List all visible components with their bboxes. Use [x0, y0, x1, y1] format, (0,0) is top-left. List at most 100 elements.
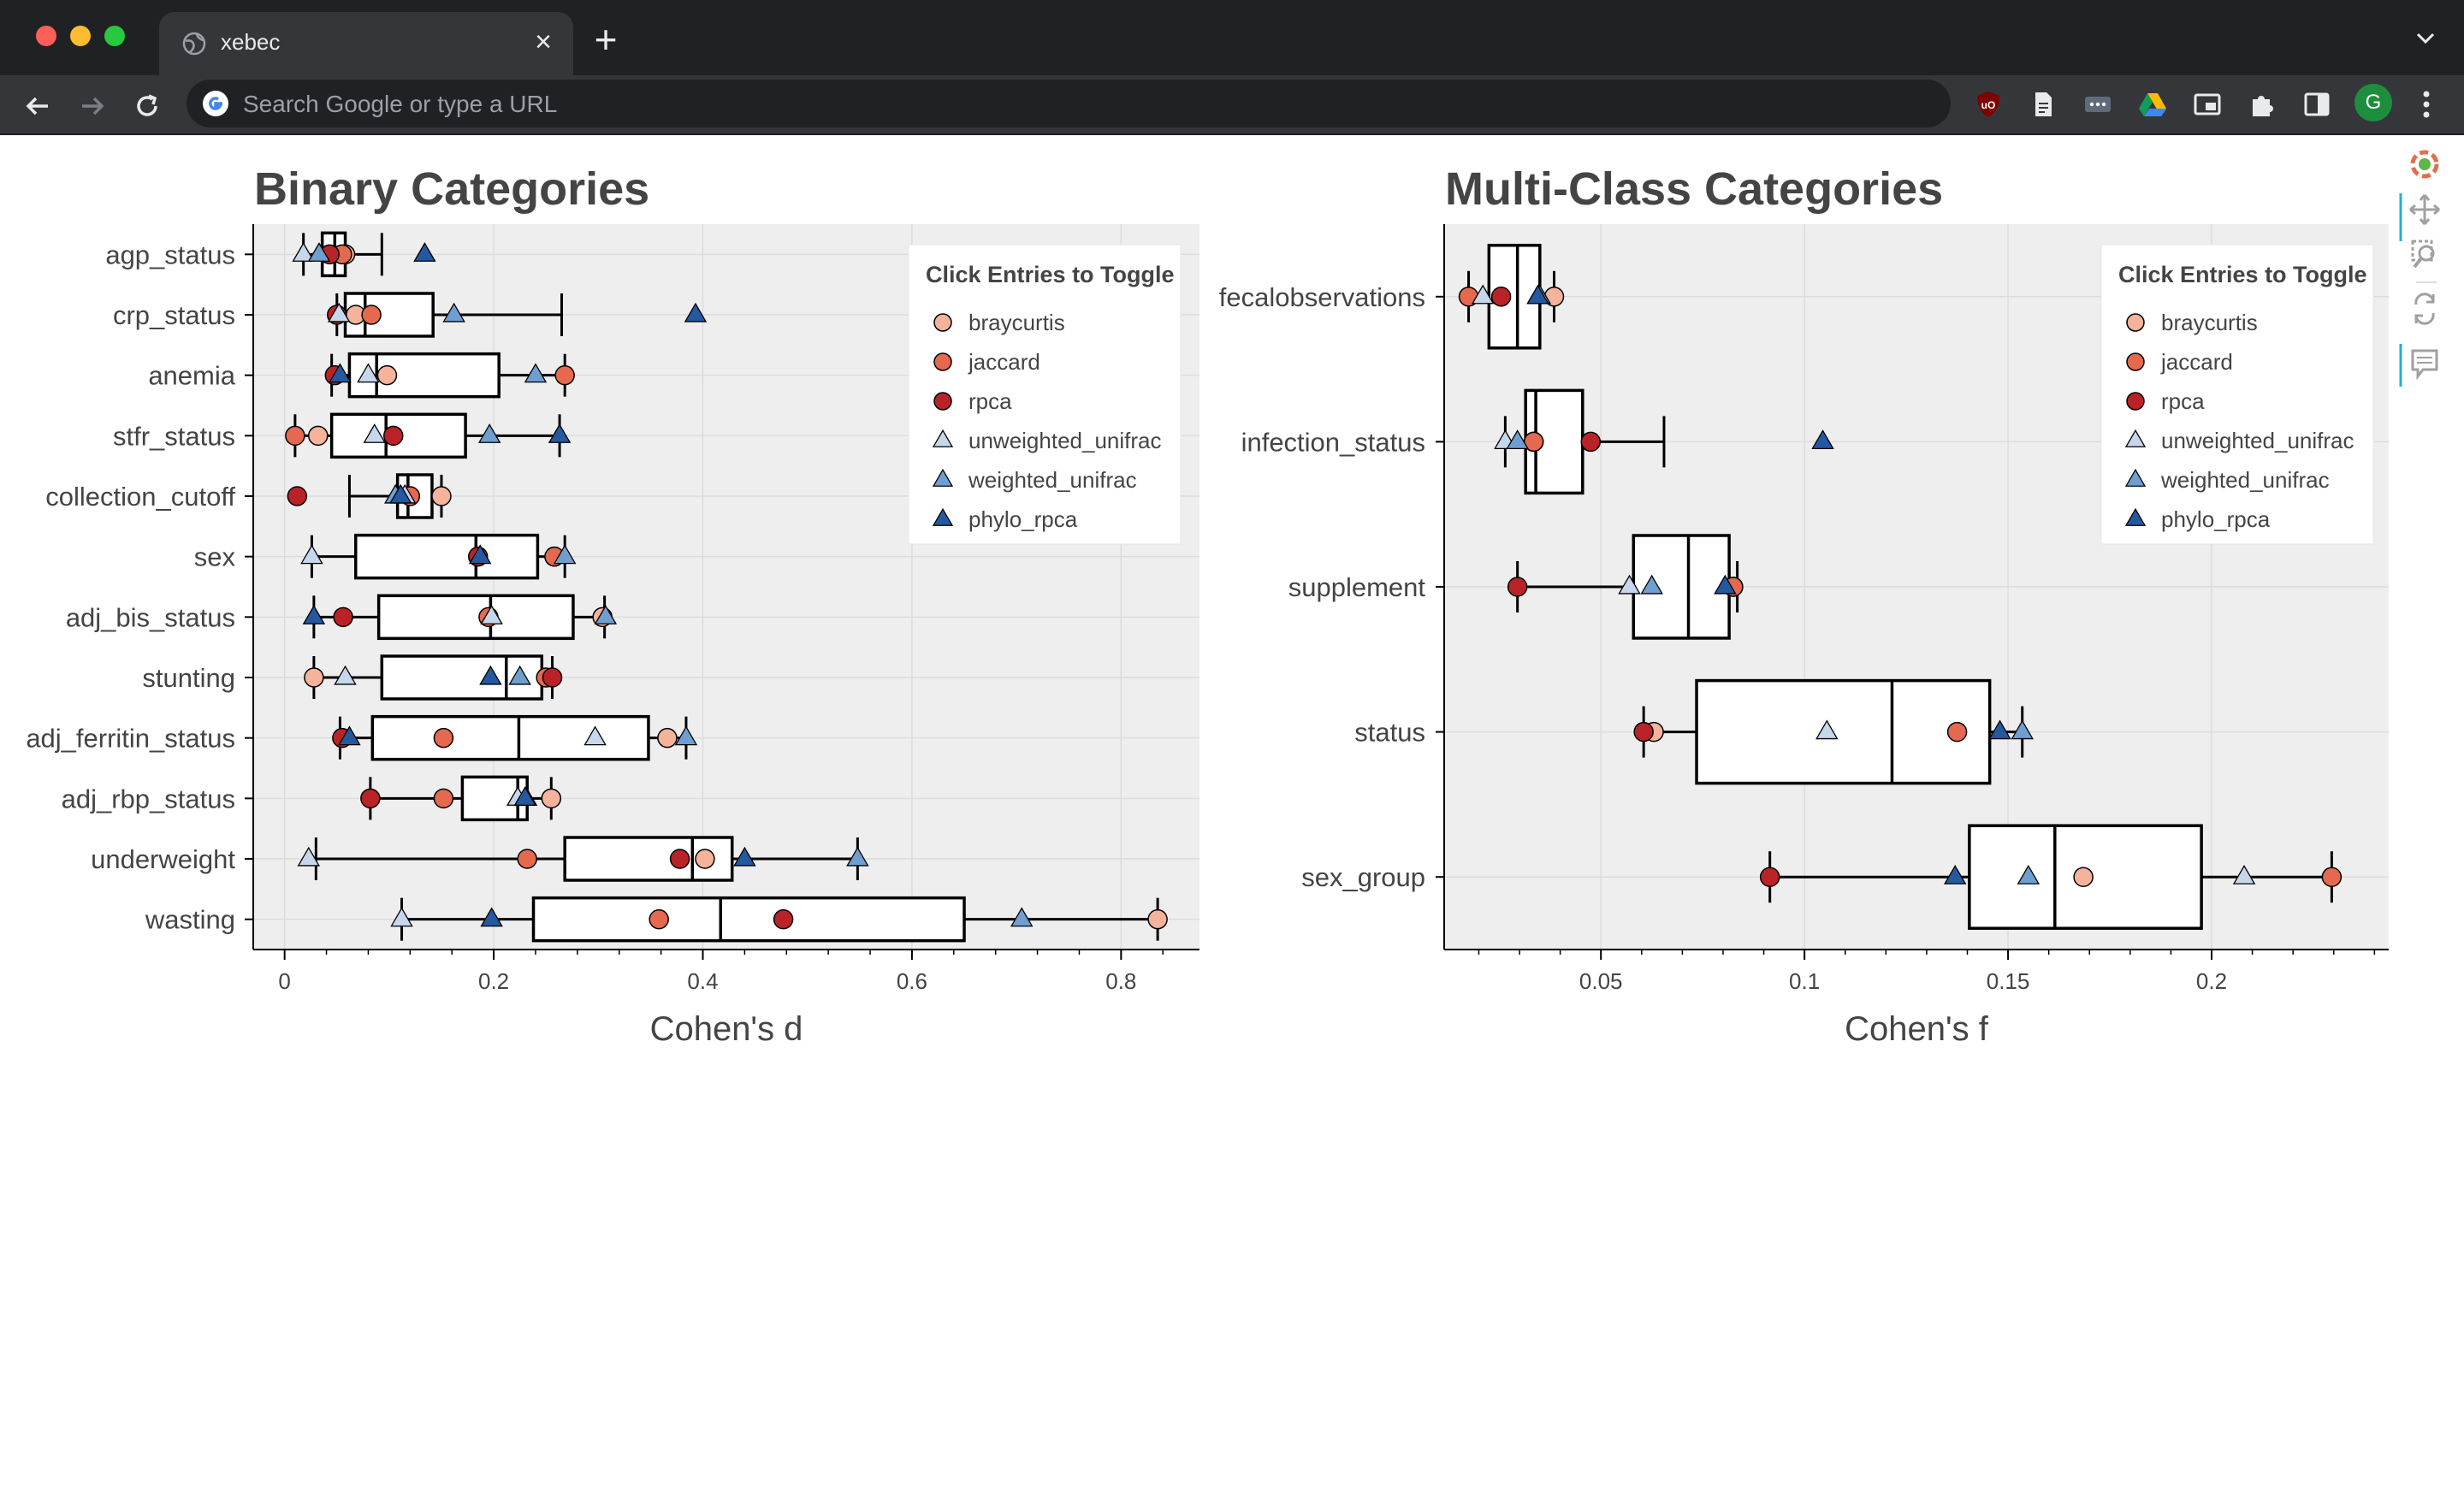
- close-window-button[interactable]: [36, 26, 56, 46]
- point-rpca[interactable]: [1580, 431, 1602, 453]
- point-phylo_rpca[interactable]: [513, 786, 536, 806]
- legend-item-jaccard[interactable]: jaccard: [2126, 349, 2233, 375]
- point-weighted_unifrac[interactable]: [442, 302, 465, 322]
- point-rpca[interactable]: [1759, 867, 1780, 887]
- legend-item-phylo_rpca[interactable]: phylo_rpca: [932, 506, 1078, 532]
- point-phylo_rpca[interactable]: [302, 605, 326, 624]
- point-rpca[interactable]: [1507, 577, 1528, 597]
- point-braycurtis[interactable]: [933, 313, 952, 332]
- minimize-window-button[interactable]: [70, 26, 91, 46]
- ublock-origin-icon[interactable]: uO: [1973, 89, 2004, 120]
- legend-item-phylo_rpca[interactable]: phylo_rpca: [2124, 506, 2271, 532]
- maximize-window-button[interactable]: [104, 26, 125, 46]
- point-weighted_unifrac[interactable]: [307, 242, 331, 262]
- box-zoom-tool-icon[interactable]: [2411, 240, 2435, 269]
- point-jaccard[interactable]: [361, 305, 382, 325]
- point-unweighted_unifrac[interactable]: [363, 423, 386, 443]
- legend-item-unweighted_unifrac[interactable]: unweighted_unifrac: [2124, 428, 2354, 453]
- point-jaccard[interactable]: [1946, 721, 1968, 743]
- point-jaccard[interactable]: [2321, 867, 2343, 887]
- point-rpca[interactable]: [542, 667, 563, 688]
- point-phylo_rpca[interactable]: [2124, 507, 2147, 526]
- legend-item-unweighted_unifrac[interactable]: unweighted_unifrac: [932, 428, 1162, 453]
- point-weighted_unifrac[interactable]: [477, 423, 501, 443]
- point-unweighted_unifrac[interactable]: [2232, 864, 2256, 885]
- point-jaccard[interactable]: [517, 849, 537, 869]
- point-weighted_unifrac[interactable]: [2017, 864, 2040, 885]
- reset-tool-icon[interactable]: [2414, 293, 2435, 325]
- point-jaccard[interactable]: [933, 352, 952, 371]
- point-unweighted_unifrac[interactable]: [932, 429, 954, 447]
- point-rpca[interactable]: [2126, 392, 2145, 411]
- picture-in-picture-icon[interactable]: [2192, 89, 2223, 120]
- point-braycurtis[interactable]: [2126, 313, 2145, 332]
- point-rpca[interactable]: [1490, 287, 1512, 307]
- legend-item-braycurtis[interactable]: braycurtis: [2126, 310, 2258, 335]
- point-phylo_rpca[interactable]: [684, 302, 708, 322]
- point-jaccard[interactable]: [2126, 352, 2145, 371]
- side-panel-icon[interactable]: [2301, 89, 2332, 120]
- point-rpca[interactable]: [360, 788, 381, 809]
- point-braycurtis[interactable]: [304, 667, 324, 688]
- legend[interactable]: Click Entries to Toggle braycurtis jaccard…: [908, 244, 1182, 545]
- point-unweighted_unifrac[interactable]: [300, 544, 323, 565]
- more-menu-icon[interactable]: [2416, 87, 2437, 121]
- point-weighted_unifrac[interactable]: [1010, 907, 1034, 927]
- legend-item-jaccard[interactable]: jaccard: [933, 349, 1040, 375]
- point-phylo_rpca[interactable]: [548, 423, 572, 443]
- point-rpca[interactable]: [287, 486, 308, 506]
- pan-tool-icon[interactable]: [2409, 194, 2440, 225]
- point-weighted_unifrac[interactable]: [2011, 719, 2034, 740]
- point-braycurtis[interactable]: [2073, 867, 2094, 887]
- legend-item-rpca[interactable]: rpca: [2126, 388, 2205, 414]
- point-phylo_rpca[interactable]: [413, 242, 436, 262]
- point-phylo_rpca[interactable]: [733, 846, 756, 867]
- point-unweighted_unifrac[interactable]: [390, 907, 413, 927]
- bokeh-logo-icon[interactable]: [2410, 150, 2439, 179]
- point-rpca[interactable]: [1633, 721, 1654, 743]
- point-braycurtis[interactable]: [1147, 908, 1168, 930]
- tab-search-chevron-icon[interactable]: [2411, 24, 2440, 53]
- point-braycurtis[interactable]: [541, 788, 562, 809]
- point-jaccard[interactable]: [433, 727, 454, 748]
- point-weighted_unifrac[interactable]: [524, 363, 548, 383]
- point-braycurtis[interactable]: [657, 727, 678, 748]
- point-unweighted_unifrac[interactable]: [1815, 719, 1839, 740]
- point-braycurtis[interactable]: [308, 425, 329, 447]
- point-weighted_unifrac[interactable]: [508, 665, 531, 685]
- point-phylo_rpca[interactable]: [1811, 429, 1834, 449]
- point-weighted_unifrac[interactable]: [932, 468, 954, 487]
- point-phylo_rpca[interactable]: [1988, 719, 2011, 740]
- back-arrow-icon[interactable]: [19, 87, 56, 125]
- point-rpca[interactable]: [333, 606, 353, 628]
- point-phylo_rpca[interactable]: [1526, 284, 1549, 305]
- point-jaccard[interactable]: [554, 364, 575, 386]
- legend-item-rpca[interactable]: rpca: [933, 388, 1012, 414]
- point-weighted_unifrac[interactable]: [1506, 429, 1529, 449]
- point-phylo_rpca[interactable]: [329, 363, 352, 383]
- point-jaccard[interactable]: [285, 425, 305, 447]
- point-unweighted_unifrac[interactable]: [334, 665, 357, 685]
- profile-avatar[interactable]: G: [2354, 84, 2392, 121]
- point-phylo_rpca[interactable]: [389, 483, 412, 504]
- password-manager-icon[interactable]: [2082, 89, 2113, 120]
- extensions-puzzle-icon[interactable]: [2247, 89, 2277, 120]
- point-jaccard[interactable]: [649, 908, 669, 930]
- point-unweighted_unifrac[interactable]: [583, 725, 607, 746]
- point-braycurtis[interactable]: [695, 849, 715, 869]
- point-rpca[interactable]: [933, 392, 952, 411]
- point-unweighted_unifrac[interactable]: [1618, 574, 1641, 595]
- point-weighted_unifrac[interactable]: [1640, 574, 1663, 595]
- point-phylo_rpca[interactable]: [932, 507, 954, 526]
- point-unweighted_unifrac[interactable]: [357, 363, 380, 383]
- point-rpca[interactable]: [669, 849, 690, 869]
- point-phylo_rpca[interactable]: [1943, 864, 1967, 885]
- close-tab-icon[interactable]: ×: [535, 26, 552, 58]
- browser-tab[interactable]: xebec ×: [159, 12, 573, 75]
- hover-tool-icon[interactable]: [2411, 349, 2438, 381]
- document-extension-icon[interactable]: [2028, 89, 2058, 120]
- point-unweighted_unifrac[interactable]: [292, 242, 315, 262]
- point-phylo_rpca[interactable]: [479, 665, 502, 685]
- legend-item-braycurtis[interactable]: braycurtis: [933, 310, 1065, 335]
- point-unweighted_unifrac[interactable]: [2124, 429, 2147, 447]
